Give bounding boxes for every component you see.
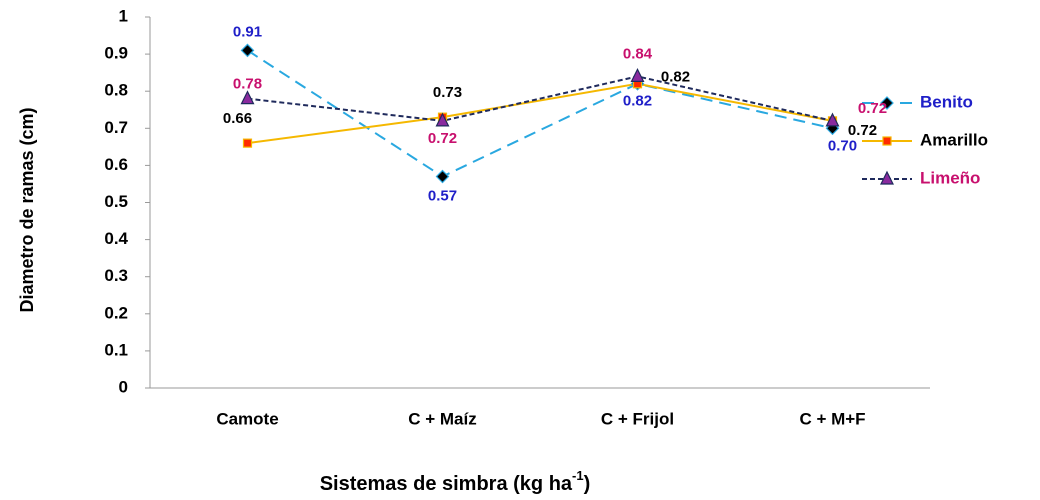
data-label: 0.57 xyxy=(428,187,457,204)
legend-marker xyxy=(880,170,894,185)
data-point xyxy=(242,138,253,148)
x-axis-title: Sistemas de simbra (kg ha-1) xyxy=(320,468,591,495)
data-label: 0.84 xyxy=(623,45,653,62)
data-label: 0.82 xyxy=(661,69,690,86)
x-tick-label: C + Maíz xyxy=(408,409,477,428)
x-tick-label: C + Frijol xyxy=(601,409,674,428)
y-tick-label: 0.6 xyxy=(104,155,128,174)
y-tick-label: 0 xyxy=(119,377,128,396)
y-tick-label: 0.1 xyxy=(104,340,128,359)
data-point xyxy=(435,169,450,184)
data-label: 0.73 xyxy=(433,84,462,101)
data-point xyxy=(435,112,450,127)
x-axis-title-end: ) xyxy=(584,473,591,495)
y-axis-title: Diametro de ramas (cm) xyxy=(17,107,37,312)
data-label: 0.72 xyxy=(428,130,457,147)
x-axis-title-sup: -1 xyxy=(572,468,584,483)
data-point xyxy=(240,90,255,105)
y-tick-label: 0.9 xyxy=(104,44,128,63)
legend-label: Limeño xyxy=(920,168,980,187)
y-tick-label: 0.3 xyxy=(104,266,128,285)
data-label: 0.72 xyxy=(858,100,887,117)
data-label: 0.78 xyxy=(233,76,262,93)
y-tick-label: 0.5 xyxy=(104,192,128,211)
x-tick-label: Camote xyxy=(216,409,278,428)
x-tick-label: C + M+F xyxy=(799,409,865,428)
legend-label: Benito xyxy=(920,92,973,111)
y-tick-label: 0.2 xyxy=(104,303,128,322)
data-label: 0.70 xyxy=(828,137,857,154)
y-tick-label: 0.8 xyxy=(104,81,128,100)
data-label: 0.72 xyxy=(848,122,877,139)
y-tick-label: 1 xyxy=(119,6,128,25)
series-line xyxy=(247,75,833,122)
data-point xyxy=(240,43,255,58)
legend-label: Amarillo xyxy=(920,130,988,149)
series-line xyxy=(246,49,833,178)
y-tick-label: 0.4 xyxy=(104,229,128,248)
data-label: 0.91 xyxy=(233,23,262,40)
data-point xyxy=(630,68,645,82)
legend-marker xyxy=(882,136,892,146)
x-axis-title-text: Sistemas de simbra (kg ha xyxy=(320,473,573,495)
data-label: 0.66 xyxy=(223,110,252,127)
legend-marker xyxy=(880,96,894,110)
series-line xyxy=(247,82,833,145)
data-label: 0.82 xyxy=(623,93,652,110)
data-point xyxy=(825,112,840,127)
y-tick-label: 0.7 xyxy=(104,118,128,137)
